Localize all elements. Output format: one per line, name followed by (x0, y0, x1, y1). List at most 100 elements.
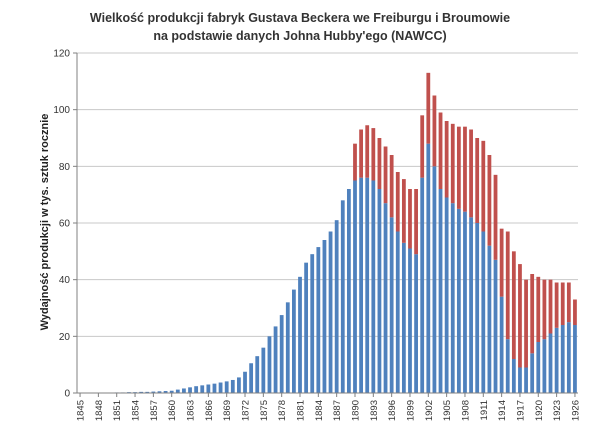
bar-series2 (389, 155, 394, 218)
x-tick-label: 1893 (369, 400, 380, 421)
x-tick-label: 1869 (222, 400, 233, 421)
bar-series1 (542, 339, 547, 393)
bar-series1 (249, 363, 254, 393)
bar-series1 (414, 254, 418, 393)
bar-series2 (450, 123, 455, 204)
bar-series1 (212, 383, 217, 393)
bar-series1 (151, 391, 156, 393)
bar-series1 (261, 347, 266, 393)
x-tick-label: 1848 (94, 400, 105, 421)
bar-series2 (365, 125, 370, 178)
bar-series1 (334, 220, 339, 393)
bar-series1 (475, 223, 480, 393)
bar-series1 (566, 322, 571, 393)
bar-series1 (310, 254, 315, 393)
bar-series2 (420, 115, 425, 178)
x-tick-label: 1872 (241, 400, 252, 421)
x-tick-label: 1875 (259, 400, 270, 421)
bar-series1 (560, 325, 565, 393)
bar-series2 (487, 155, 492, 246)
bar-series2 (524, 279, 528, 368)
bar-series1 (487, 245, 492, 393)
x-tick-label: 1896 (387, 400, 398, 421)
y-tick-label: 40 (59, 275, 71, 286)
bar-series1 (224, 381, 229, 393)
bar-series2 (444, 121, 449, 198)
bar-series1 (371, 180, 376, 393)
y-tick-label: 0 (64, 389, 70, 400)
x-tick-label: 1908 (460, 400, 471, 421)
bar-series1 (279, 315, 284, 393)
bar-series1 (505, 339, 510, 393)
bar-series2 (456, 126, 461, 209)
x-tick-label: 1884 (314, 400, 325, 421)
bar-series2 (463, 126, 467, 212)
x-tick-label: 1902 (424, 400, 435, 421)
x-tick-label: 1905 (442, 400, 453, 421)
bar-series1 (548, 333, 553, 393)
bar-series1 (157, 391, 162, 393)
bar-series2 (401, 179, 406, 243)
bar-series1 (163, 391, 168, 393)
bar-series1 (169, 390, 174, 393)
x-tick-label: 1920 (534, 400, 545, 421)
x-tick-label: 1890 (350, 400, 361, 421)
bar-series1 (536, 342, 541, 393)
x-tick-label: 1923 (552, 400, 563, 421)
x-tick-label: 1866 (204, 400, 215, 421)
x-tick-label: 1878 (277, 400, 288, 421)
bars (78, 72, 577, 393)
bar-series2 (359, 129, 363, 178)
x-tick-label: 1881 (296, 400, 307, 421)
x-tick-label: 1857 (149, 400, 160, 421)
x-tick-label: 1860 (167, 400, 178, 421)
bar-series1 (359, 177, 363, 393)
bar-series2 (469, 129, 473, 218)
x-tick-label: 1887 (332, 400, 343, 421)
bar-series2 (481, 140, 486, 232)
bar-series2 (353, 143, 357, 181)
bar-series2 (414, 189, 418, 255)
bar-series1 (182, 388, 186, 393)
bar-series1 (267, 336, 272, 393)
x-tick-label: 1863 (186, 400, 197, 421)
x-tick-label: 1914 (497, 400, 508, 421)
bar-series1 (456, 208, 461, 393)
bar-series1 (481, 231, 486, 393)
bar-series2 (573, 299, 577, 325)
bar-series2 (475, 138, 480, 223)
bar-series1 (450, 203, 455, 393)
bar-series2 (505, 231, 510, 340)
bar-series2 (499, 228, 504, 297)
bar-series1 (469, 217, 473, 393)
bar-series1 (346, 189, 351, 393)
chart-title: Wielkość produkcji fabryk Gustava Becker… (90, 11, 510, 25)
x-tick-label: 1899 (405, 400, 416, 421)
bar-series1 (573, 325, 577, 393)
x-tick-label: 1926 (570, 400, 581, 421)
bar-series1 (420, 177, 425, 393)
bar-series1 (316, 247, 321, 393)
bar-series2 (518, 264, 522, 368)
bar-series2 (408, 189, 412, 249)
x-tick-label: 1854 (131, 400, 142, 421)
y-tick-label: 100 (53, 105, 70, 116)
y-tick-label: 20 (59, 332, 71, 343)
bar-series2 (383, 146, 388, 204)
bar-series1 (524, 367, 528, 393)
bar-series1 (298, 276, 302, 393)
bar-series2 (438, 112, 443, 189)
bar-series2 (432, 95, 437, 167)
bar-series2 (548, 279, 553, 334)
bar-series1 (328, 231, 333, 393)
bar-series1 (511, 359, 516, 393)
y-tick-label: 120 (53, 49, 70, 60)
bar-series1 (493, 259, 498, 393)
bar-series1 (395, 231, 400, 393)
bar-series1 (292, 289, 296, 393)
bar-series1 (243, 371, 247, 393)
x-tick-label: 1917 (515, 400, 526, 421)
bar-series2 (426, 72, 431, 144)
bar-series1 (426, 143, 431, 393)
